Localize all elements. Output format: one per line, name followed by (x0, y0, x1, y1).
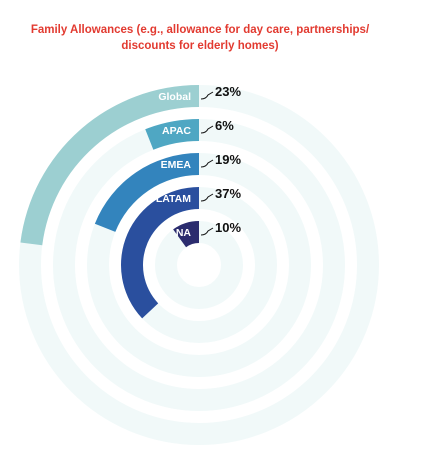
leader-line-emea (200, 159, 214, 168)
arc-global (20, 85, 199, 246)
leader-line-global (200, 91, 214, 100)
category-label-emea: EMEA (161, 159, 192, 171)
arc-apac (145, 119, 199, 150)
chart-title: Family Allowances (e.g., allowance for d… (0, 22, 400, 54)
leader-line-latam (200, 193, 214, 202)
category-label-global: Global (158, 91, 191, 103)
arc-na (173, 221, 199, 248)
category-label-latam: LATAM (156, 193, 191, 205)
chart-title-line-1: Family Allowances (e.g., allowance for d… (30, 24, 370, 36)
value-label-apac: 6% (215, 118, 234, 133)
value-label-na: 10% (215, 220, 241, 235)
value-label-latam: 37% (215, 186, 241, 201)
arc-latam (120, 187, 199, 319)
arc-emea (94, 153, 199, 232)
leader-line-na (200, 227, 214, 236)
value-label-global: 23% (215, 84, 241, 99)
chart-title-line-2: discounts for elderly homes) (121, 40, 279, 52)
category-label-apac: APAC (162, 125, 191, 137)
category-label-na: NA (176, 227, 192, 239)
leader-line-apac (200, 125, 214, 134)
value-label-emea: 19% (215, 152, 241, 167)
